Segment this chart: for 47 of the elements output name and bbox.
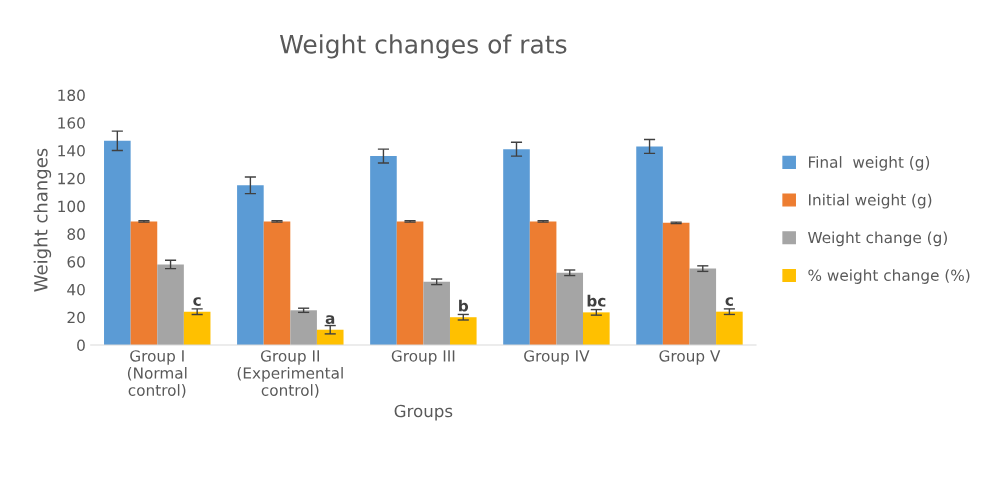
bar <box>662 222 690 345</box>
y-tick-label: 80 <box>67 228 85 240</box>
annotation: b <box>459 299 469 312</box>
annotation: c <box>725 297 733 306</box>
x-tick-label: Group V <box>659 350 721 365</box>
y-tick-label: 0 <box>77 339 85 352</box>
y-tick-label: 100 <box>58 200 85 213</box>
bar <box>237 185 264 345</box>
bar <box>689 268 717 345</box>
bar <box>636 146 663 345</box>
bar <box>556 272 584 345</box>
legend-label: Weight change (g) <box>808 231 947 247</box>
y-tick-label: 40 <box>67 283 85 296</box>
bar <box>503 149 530 345</box>
y-tick-label: 120 <box>58 172 85 185</box>
x-tick-label: Group II (Experimental control) <box>237 350 343 398</box>
x-tick-label: Group III <box>391 350 455 365</box>
bar <box>716 311 743 345</box>
annotation: bc <box>587 294 606 307</box>
bar <box>263 221 291 345</box>
x-axis-title: Groups <box>394 404 453 421</box>
bar <box>583 312 610 345</box>
bar <box>423 281 450 345</box>
bar <box>370 156 397 345</box>
y-tick-label: 160 <box>58 117 85 129</box>
x-tick-label: Group I (Normal control) <box>127 350 187 398</box>
bar <box>157 264 184 345</box>
y-tick-label: 20 <box>67 311 85 324</box>
bar <box>316 329 344 345</box>
y-tick-label: 180 <box>58 89 85 102</box>
bar <box>396 221 424 345</box>
x-tick-label: Group IV <box>524 350 590 365</box>
legend-label: % weight change (%) <box>808 269 970 284</box>
annotation: a <box>325 315 335 324</box>
y-tick-label: 60 <box>67 256 85 268</box>
y-tick-label: 140 <box>58 145 85 157</box>
chart-title: Weight changes of rats <box>279 34 567 59</box>
bar <box>290 310 317 345</box>
bar <box>130 221 158 345</box>
bar <box>104 140 131 345</box>
legend-label: Final weight (g) <box>809 156 930 171</box>
bar <box>449 317 477 345</box>
bar <box>183 311 211 345</box>
bar <box>529 221 557 345</box>
y-axis-title: Weight changes <box>33 148 52 292</box>
annotation: c <box>193 297 201 306</box>
legend-label: Initial weight (g) <box>809 193 932 209</box>
